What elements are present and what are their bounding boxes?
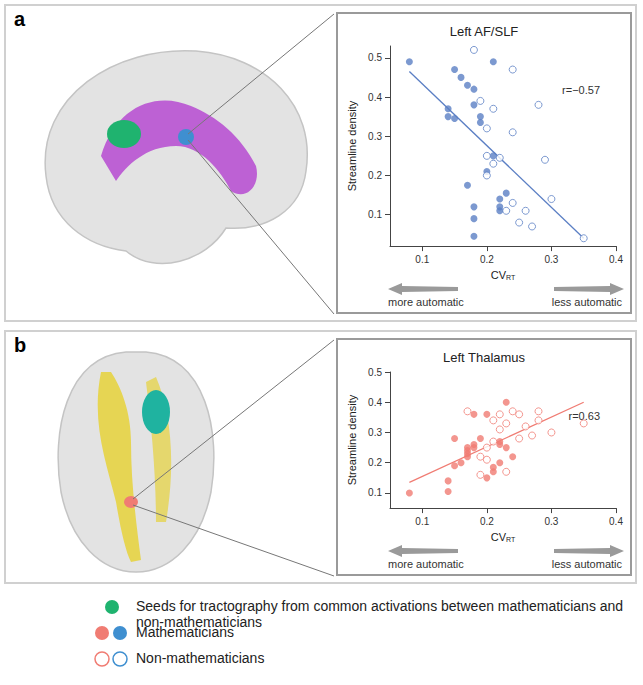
- html-text:Non-mathematicians: Non-mathematicians: [136, 650, 265, 666]
- svg-text:CV: CV: [491, 269, 507, 281]
- html-text:less automatic: less automatic: [551, 558, 622, 570]
- svg-text:Left AF/SLF: Left AF/SLF: [450, 24, 519, 39]
- svg-text:0.4: 0.4: [368, 92, 382, 103]
- html-text:less automatic: less automatic: [551, 296, 622, 308]
- html-text:more automatic: more automatic: [388, 558, 464, 570]
- svg-text:0.3: 0.3: [544, 254, 558, 265]
- svg-text:0.4: 0.4: [609, 254, 623, 265]
- svg-text:0.2: 0.2: [368, 170, 382, 181]
- html-text:b: b: [14, 334, 27, 356]
- svg-text:0.4: 0.4: [609, 516, 623, 527]
- html-text:Mathematicians: Mathematicians: [136, 624, 234, 640]
- svg-text:0.1: 0.1: [415, 254, 429, 265]
- svg-text:Streamline density: Streamline density: [346, 394, 358, 485]
- svg-text:0.2: 0.2: [480, 254, 494, 265]
- svg-text:Left Thalamus: Left Thalamus: [443, 350, 526, 365]
- svg-text:0.4: 0.4: [368, 397, 382, 408]
- svg-text:r=−0.57: r=−0.57: [562, 84, 600, 96]
- svg-text:r=0.63: r=0.63: [568, 409, 600, 422]
- svg-text:0.1: 0.1: [368, 487, 382, 498]
- svg-text:0.2: 0.2: [368, 457, 382, 468]
- svg-text:RT: RT: [506, 274, 516, 281]
- svg-text:0.1: 0.1: [368, 209, 382, 220]
- svg-text:0.3: 0.3: [368, 131, 382, 142]
- svg-text:0.3: 0.3: [368, 427, 382, 438]
- svg-text:0.1: 0.1: [415, 516, 429, 527]
- svg-text:CV: CV: [491, 531, 507, 543]
- svg-text:0.5: 0.5: [368, 367, 382, 378]
- html-text:Seeds for tractography from co: Seeds for tractography from common activ…: [136, 598, 624, 630]
- svg-text:RT: RT: [506, 536, 516, 543]
- html-text:a: a: [14, 8, 26, 30]
- svg-text:0.2: 0.2: [480, 516, 494, 527]
- svg-text:Streamline density: Streamline density: [346, 100, 358, 191]
- svg-text:0.3: 0.3: [544, 516, 558, 527]
- html-text:more automatic: more automatic: [388, 296, 464, 308]
- svg-text:0.5: 0.5: [368, 52, 382, 63]
